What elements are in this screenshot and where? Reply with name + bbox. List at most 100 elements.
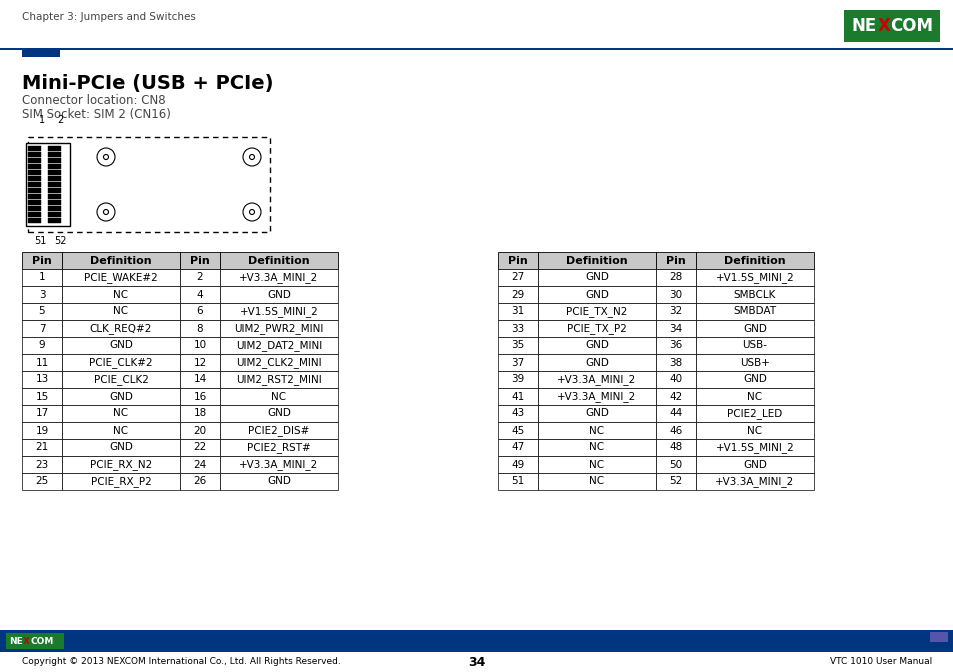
Bar [696,337,813,354]
Bar [220,371,337,388]
Bar [220,320,337,337]
Bar [537,371,656,388]
Bar [28,146,41,151]
Text: GND: GND [742,323,766,333]
Bar [497,439,537,456]
Text: +V3.3A_MINI_2: +V3.3A_MINI_2 [557,391,636,402]
Text: 34: 34 [468,655,485,669]
Bar [656,286,696,303]
Text: 52: 52 [54,236,67,246]
Text: NC: NC [113,290,129,300]
Text: 30: 30 [669,290,681,300]
Bar [48,152,61,157]
Bar [0,48,953,50]
Bar [28,176,41,181]
Text: NC: NC [113,425,129,435]
Bar [22,320,62,337]
Bar [28,188,41,193]
Bar [696,422,813,439]
Bar [537,456,656,473]
Text: NC: NC [113,306,129,317]
Bar [656,473,696,490]
Text: SMBCLK: SMBCLK [733,290,776,300]
Bar [62,456,180,473]
Text: 29: 29 [511,290,524,300]
Bar [180,337,220,354]
Text: 19: 19 [35,425,49,435]
Text: 9: 9 [39,341,45,351]
Bar [497,354,537,371]
Bar [656,422,696,439]
Bar [180,422,220,439]
Text: 51: 51 [511,476,524,487]
Bar [180,439,220,456]
Bar [62,371,180,388]
Text: NE: NE [851,17,877,35]
Bar [26,143,70,226]
Bar [180,303,220,320]
Bar [220,456,337,473]
Text: 1: 1 [39,273,45,282]
Text: 25: 25 [35,476,49,487]
Text: GND: GND [584,409,608,419]
Bar [22,354,62,371]
Bar [656,388,696,405]
Text: 24: 24 [193,460,207,470]
Bar [28,182,41,187]
Text: PCIE_RX_N2: PCIE_RX_N2 [90,459,152,470]
Bar [22,269,62,286]
Bar [497,371,537,388]
Text: 35: 35 [511,341,524,351]
Text: GND: GND [584,341,608,351]
Bar [696,439,813,456]
Text: NC: NC [589,476,604,487]
Text: 2: 2 [196,273,203,282]
Bar [696,473,813,490]
Text: 15: 15 [35,392,49,401]
Bar [656,354,696,371]
Bar [48,176,61,181]
Bar [180,371,220,388]
Bar [28,152,41,157]
Text: 50: 50 [669,460,681,470]
Bar [62,320,180,337]
Text: Definition: Definition [91,255,152,265]
Text: GND: GND [109,341,132,351]
Bar [62,252,180,269]
Bar [537,405,656,422]
Bar [497,337,537,354]
Text: X: X [23,636,30,646]
Bar [497,320,537,337]
Bar [497,252,537,269]
Text: GND: GND [267,290,291,300]
Bar [180,354,220,371]
Bar [696,405,813,422]
Text: PCIE_CLK#2: PCIE_CLK#2 [89,357,152,368]
Bar [696,354,813,371]
Bar [22,286,62,303]
Bar [22,456,62,473]
Bar [28,158,41,163]
Text: NC: NC [746,392,761,401]
Text: NC: NC [589,425,604,435]
Bar [28,194,41,199]
Text: NC: NC [746,425,761,435]
Bar [696,456,813,473]
Text: 39: 39 [511,374,524,384]
Bar [656,456,696,473]
Text: 43: 43 [511,409,524,419]
Bar [180,388,220,405]
Text: +V3.3A_MINI_2: +V3.3A_MINI_2 [715,476,794,487]
Bar [537,337,656,354]
Text: 16: 16 [193,392,207,401]
Text: 27: 27 [511,273,524,282]
Bar [497,269,537,286]
Bar [497,456,537,473]
Text: +V1.5S_MINI_2: +V1.5S_MINI_2 [715,442,794,453]
Bar [537,422,656,439]
Bar [28,164,41,169]
Bar [537,473,656,490]
Text: 20: 20 [193,425,207,435]
Bar [62,303,180,320]
Text: Pin: Pin [508,255,527,265]
